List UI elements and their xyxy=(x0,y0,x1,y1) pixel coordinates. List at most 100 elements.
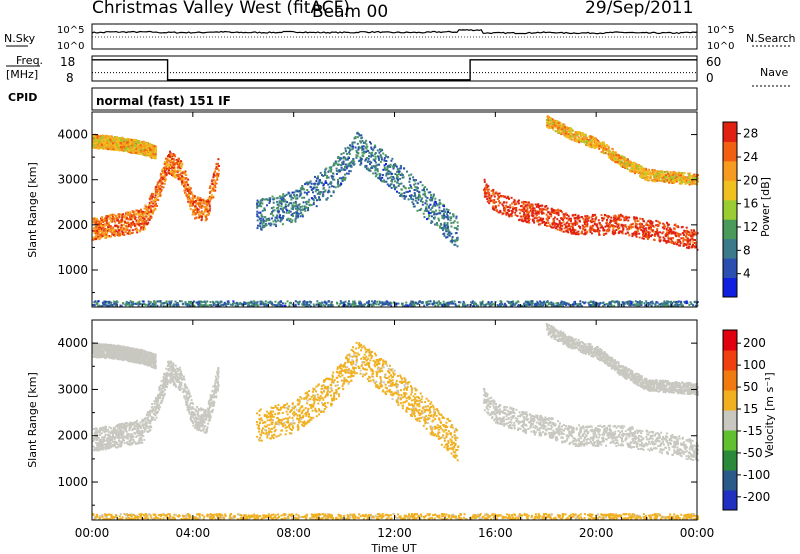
range-cell xyxy=(430,220,433,223)
range-cell xyxy=(507,206,510,209)
range-cell xyxy=(265,220,268,222)
range-cell xyxy=(115,143,118,146)
range-cell xyxy=(99,138,102,141)
range-cell xyxy=(456,238,459,241)
range-cell xyxy=(555,209,558,212)
range-cell xyxy=(115,137,118,140)
range-cell xyxy=(506,212,509,214)
range-cell xyxy=(287,204,290,207)
range-cell xyxy=(594,217,597,220)
range-cell xyxy=(514,208,517,211)
freq-line xyxy=(92,59,697,81)
range-cell xyxy=(101,217,104,220)
range-cell xyxy=(650,228,653,231)
range-cell xyxy=(344,166,346,168)
range-cell xyxy=(396,190,398,193)
range-cell xyxy=(593,145,596,148)
range-cell xyxy=(652,230,655,233)
range-cell xyxy=(541,204,544,207)
range-cell xyxy=(336,182,339,185)
range-cell xyxy=(293,205,296,208)
range-cell xyxy=(339,158,342,161)
range-cell xyxy=(159,178,162,181)
range-cell xyxy=(521,218,523,221)
range-cell xyxy=(312,191,314,194)
range-cell xyxy=(131,142,134,145)
freq-lines xyxy=(92,59,697,81)
range-cell xyxy=(696,232,699,235)
range-cell xyxy=(598,229,601,232)
range-cell xyxy=(301,187,304,189)
range-cell xyxy=(259,225,262,228)
range-cell xyxy=(450,240,453,243)
range-cell xyxy=(679,240,682,243)
range-cell xyxy=(269,222,272,225)
range-cell xyxy=(368,151,371,154)
range-cell xyxy=(366,145,369,148)
range-cell xyxy=(165,159,168,162)
range-cell xyxy=(99,136,102,139)
range-cell xyxy=(545,225,548,227)
range-cell xyxy=(661,226,664,229)
range-cell xyxy=(394,173,397,175)
range-cell xyxy=(348,170,351,173)
range-cell xyxy=(135,151,137,154)
range-cell xyxy=(601,147,604,150)
range-cell xyxy=(492,201,495,204)
range-cell xyxy=(546,215,549,218)
range-cell xyxy=(213,179,215,182)
range-cell xyxy=(146,223,149,225)
range-cell xyxy=(184,181,187,184)
range-cell xyxy=(574,222,577,225)
range-cell xyxy=(430,215,433,218)
range-cell xyxy=(525,205,528,208)
range-cell xyxy=(318,196,321,199)
range-cell xyxy=(204,207,207,210)
range-cell xyxy=(305,192,308,195)
range-cell xyxy=(514,202,517,205)
range-cell xyxy=(136,231,139,234)
range-cell xyxy=(189,192,192,195)
range-cell xyxy=(446,213,449,216)
range-cell xyxy=(429,212,432,215)
range-cell xyxy=(113,230,116,233)
range-cell xyxy=(591,218,594,220)
range-cell xyxy=(338,169,341,172)
range-cell xyxy=(112,148,115,150)
range-cell xyxy=(566,214,569,216)
range-cell xyxy=(617,217,620,220)
range-cell xyxy=(569,220,572,223)
range-cell xyxy=(691,175,694,178)
range-cell xyxy=(126,213,129,216)
range-cell xyxy=(150,210,153,213)
range-cell xyxy=(113,139,116,142)
range-cell xyxy=(370,153,373,156)
range-cell xyxy=(639,222,642,225)
range-cell xyxy=(119,141,122,144)
range-cell xyxy=(345,172,348,175)
range-cell xyxy=(122,213,125,216)
range-cell xyxy=(338,177,341,180)
range-cell xyxy=(115,148,118,151)
range-cell xyxy=(581,216,583,218)
range-cell xyxy=(551,210,554,213)
range-cell xyxy=(690,175,693,177)
range-cell xyxy=(353,160,356,163)
range-cell xyxy=(180,166,183,168)
range-cell xyxy=(382,152,385,155)
range-cell xyxy=(136,209,139,212)
range-cell xyxy=(682,240,685,243)
range-cell xyxy=(108,215,111,218)
range-cell xyxy=(154,197,157,200)
range-cell xyxy=(330,175,333,178)
range-cell xyxy=(375,173,378,176)
range-cell xyxy=(409,184,412,187)
range-cell xyxy=(256,227,259,230)
range-cell xyxy=(657,179,660,182)
range-cell xyxy=(420,200,422,203)
range-cell xyxy=(391,157,394,160)
range-cell xyxy=(396,175,399,178)
range-cell xyxy=(322,175,325,177)
range-cell xyxy=(142,211,145,213)
range-cell xyxy=(177,160,180,163)
